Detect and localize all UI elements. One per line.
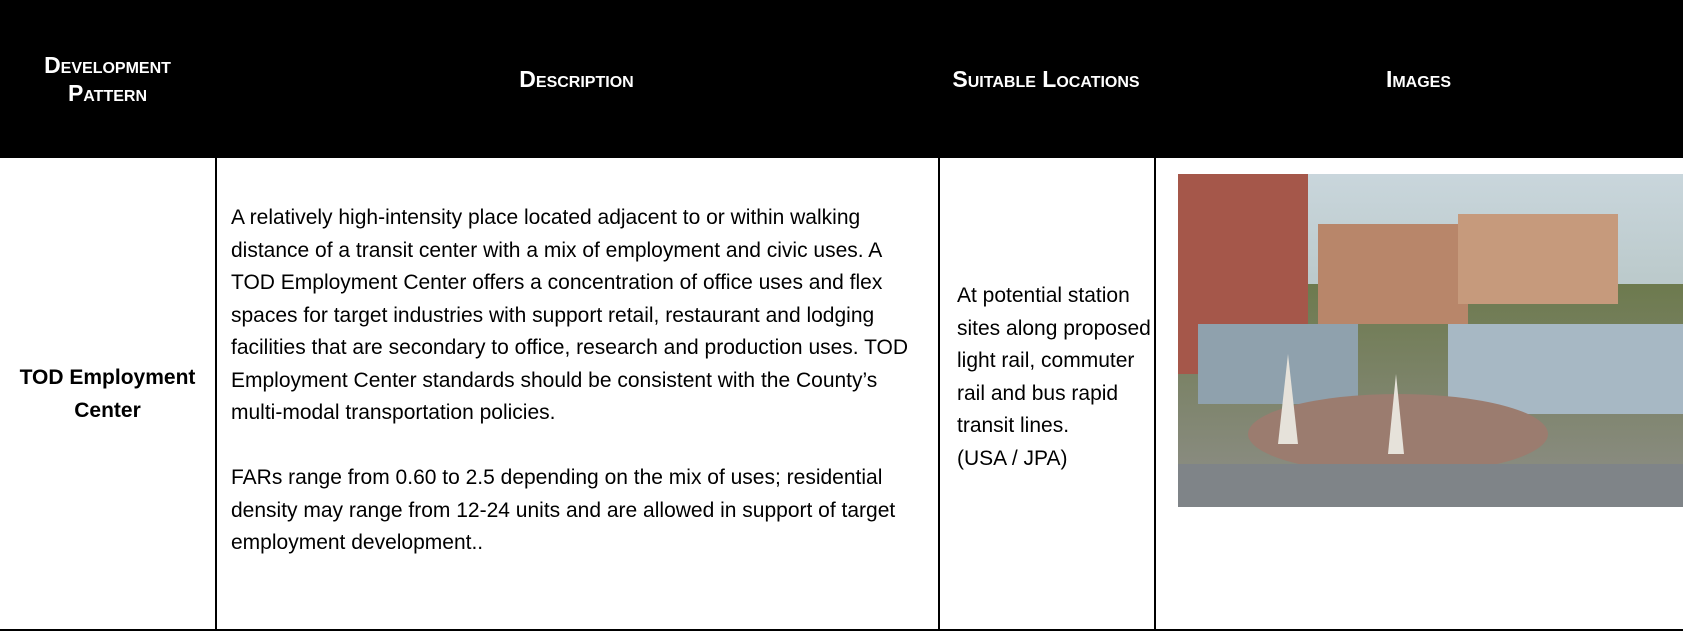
image-cell <box>1154 158 1683 631</box>
table-row: TOD Employment Center A relatively high-… <box>0 158 1683 631</box>
header-row: Development Pattern Description Suitable… <box>0 0 1683 158</box>
image-building <box>1318 224 1468 324</box>
image-road <box>1178 464 1683 507</box>
image-building <box>1448 324 1683 414</box>
image-obelisk <box>1278 354 1298 444</box>
locations-cell: At potential station sites along propose… <box>938 158 1154 631</box>
description-paragraph: FARs range from 0.60 to 2.5 depending on… <box>231 466 896 554</box>
header-cell: Suitable Locations <box>952 66 1140 92</box>
image-building <box>1198 324 1358 404</box>
header-cell: Development Pattern <box>44 52 171 106</box>
rendering-image <box>1178 174 1683 507</box>
header-cell: Images <box>1385 66 1452 92</box>
locations-text: At potential station sites along propose… <box>957 284 1151 437</box>
image-building <box>1458 214 1618 304</box>
header-cell: Description <box>519 66 634 92</box>
description-paragraph: A relatively high-intensity place locate… <box>231 206 909 424</box>
description-cell: A relatively high-intensity place locate… <box>215 158 938 631</box>
table-border <box>0 629 1683 631</box>
image-obelisk <box>1388 374 1404 454</box>
locations-note: (USA / JPA) <box>957 446 1068 470</box>
pattern-cell: TOD Employment Center <box>19 366 196 422</box>
